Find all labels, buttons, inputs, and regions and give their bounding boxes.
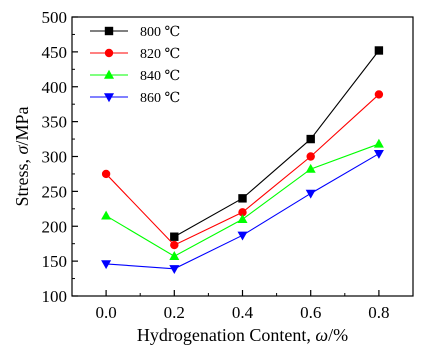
x-tick-label: 0.4 (232, 303, 254, 322)
series-layer (101, 46, 384, 274)
y-tick-label: 500 (42, 8, 68, 27)
data-point (237, 214, 248, 223)
y-tick-label: 400 (42, 78, 68, 97)
y-tick-label: 350 (42, 113, 68, 132)
data-point (169, 251, 180, 260)
legend-swatch-marker (104, 26, 114, 36)
legend-label: 800 ℃ (140, 25, 180, 40)
data-point (238, 208, 247, 217)
data-point (374, 90, 384, 99)
legend-entry: 820 ℃ (90, 47, 180, 62)
data-point (237, 231, 248, 241)
legend-label: 860 ℃ (140, 91, 180, 106)
data-point (305, 189, 316, 199)
legend-entry: 840 ℃ (90, 69, 180, 84)
data-point (101, 169, 111, 179)
y-axis-title: Stress, σ/MPa (12, 107, 32, 207)
legend-label: 840 ℃ (140, 69, 180, 84)
x-tick-label: 0.6 (300, 303, 321, 322)
x-tick-label: 0.0 (95, 303, 116, 322)
data-point (373, 150, 384, 159)
legend-swatch-marker (104, 93, 114, 103)
series-2 (101, 90, 384, 250)
series-3 (101, 138, 384, 260)
y-tick-label: 300 (42, 148, 68, 167)
legend: 800 ℃ 820 ℃ 840 ℃ 860 ℃ (90, 25, 180, 106)
x-axis-title-symbol: ω (315, 325, 328, 345)
plot-frame (71, 16, 414, 297)
data-point (170, 240, 179, 250)
data-point (305, 163, 316, 173)
legend-swatch-marker (104, 69, 114, 79)
y-axis-title-symbol: σ (12, 144, 32, 154)
legend-swatch-marker (104, 48, 114, 58)
axis-layer: 100 150 200 250 300 350 400 450 500 0.0 0.2 0.4 0.6 0… (42, 8, 414, 322)
y-tick-label: 100 (42, 287, 68, 306)
y-axis-title-unit: /MPa (12, 107, 32, 146)
y-tick-label: 200 (42, 217, 68, 236)
series-1 (170, 46, 384, 241)
y-tick-label: 150 (42, 252, 68, 271)
legend-entry: 800 ℃ (90, 25, 180, 40)
legend-entry: 860 ℃ (90, 91, 180, 106)
x-axis-title-unit: /% (328, 325, 348, 345)
legend-label: 820 ℃ (140, 47, 180, 62)
y-tick-label: 250 (42, 182, 68, 201)
x-axis-title: Hydrogenation Content, ω/% (137, 325, 348, 345)
data-point (170, 232, 179, 241)
data-point (169, 265, 180, 274)
data-point (101, 260, 112, 270)
data-point (238, 194, 247, 203)
series-4 (101, 150, 384, 274)
data-point (374, 46, 384, 55)
data-point (373, 138, 384, 148)
data-point (306, 152, 315, 161)
x-tick-label: 0.2 (164, 303, 185, 322)
series-line (174, 50, 380, 238)
x-axis-title-text: Hydrogenation Content, (137, 325, 315, 345)
y-tick-label: 450 (42, 43, 68, 62)
y-axis-title-text: Stress, (12, 154, 32, 206)
data-point (101, 210, 112, 220)
x-tick-label: 0.8 (368, 303, 389, 322)
data-point (306, 134, 315, 144)
